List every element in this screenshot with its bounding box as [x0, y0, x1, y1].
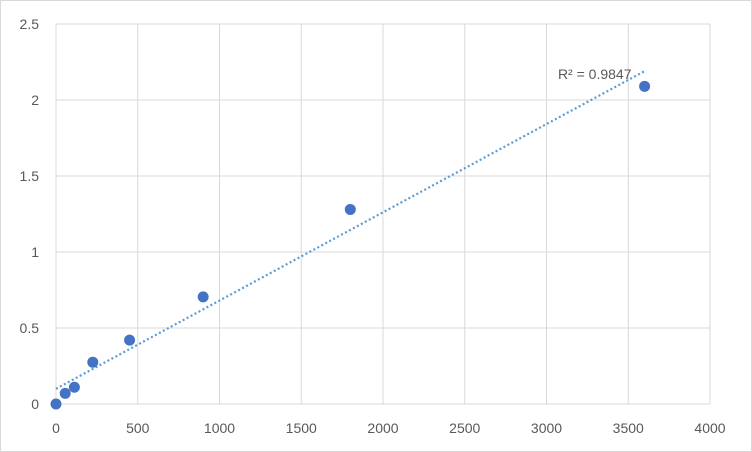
x-tick-label: 4000 [694, 420, 725, 436]
y-tick-label: 2 [31, 92, 39, 108]
r-squared-label: R² = 0.9847 [558, 66, 632, 82]
y-tick-label: 0.5 [20, 320, 40, 336]
x-tick-label: 2000 [367, 420, 398, 436]
data-point [59, 387, 71, 399]
x-tick-label: 3500 [613, 420, 644, 436]
y-axis-tick-labels: 0 0.5 1 1.5 2 2.5 [20, 16, 40, 412]
data-point [197, 291, 209, 303]
x-tick-label: 3000 [531, 420, 562, 436]
data-point [639, 80, 651, 92]
trendline [55, 70, 646, 390]
y-tick-label: 0 [31, 396, 39, 412]
x-axis-tick-labels: 0 500 1000 1500 2000 2500 3000 3500 4000 [52, 420, 726, 436]
y-tick-label: 2.5 [20, 16, 40, 32]
x-tick-label: 500 [126, 420, 150, 436]
data-point [68, 381, 80, 393]
annotations: R² = 0.9847 [558, 66, 632, 82]
x-tick-label: 2500 [449, 420, 480, 436]
x-tick-label: 0 [52, 420, 60, 436]
data-point [50, 398, 62, 410]
y-tick-label: 1 [31, 244, 39, 260]
data-point [87, 356, 99, 368]
trendline-layer [55, 70, 646, 390]
x-tick-label: 1500 [286, 420, 317, 436]
y-tick-label: 1.5 [20, 168, 40, 184]
data-points [50, 80, 651, 410]
x-tick-label: 1000 [204, 420, 235, 436]
data-point [344, 203, 356, 215]
data-point [124, 334, 136, 346]
grid [55, 23, 711, 405]
